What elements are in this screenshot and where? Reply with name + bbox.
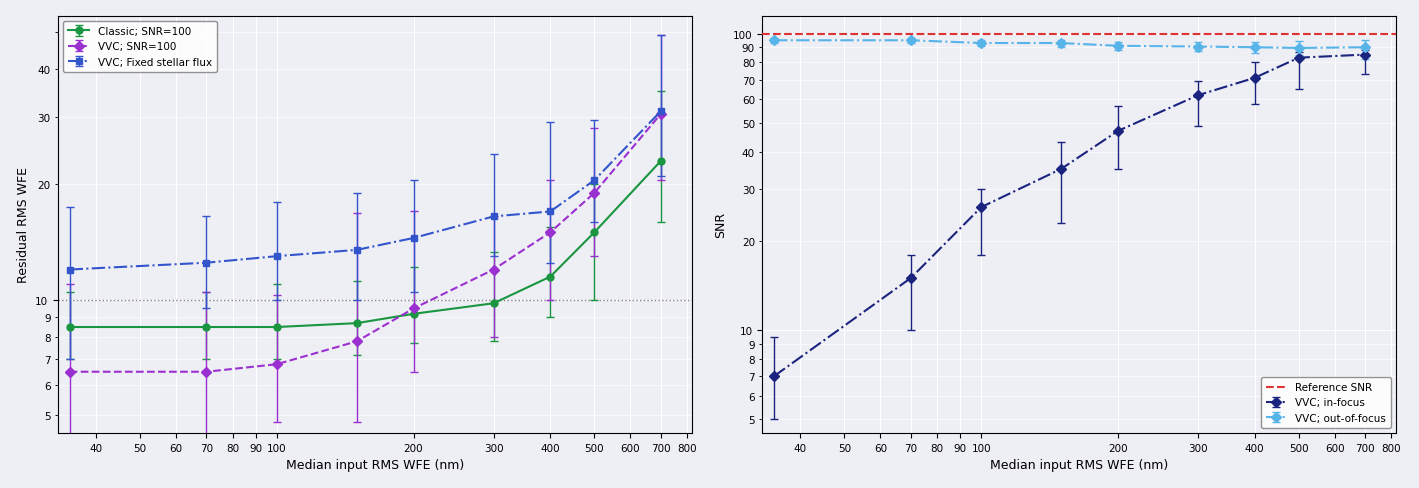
Legend: Classic; SNR=100, VVC; SNR=100, VVC; Fixed stellar flux: Classic; SNR=100, VVC; SNR=100, VVC; Fix… [64, 22, 217, 73]
Legend: Reference SNR, VVC; in-focus, VVC; out-of-focus: Reference SNR, VVC; in-focus, VVC; out-o… [1260, 377, 1391, 428]
Y-axis label: SNR: SNR [715, 212, 728, 238]
X-axis label: Median input RMS WFE (nm): Median input RMS WFE (nm) [990, 458, 1169, 471]
Reference SNR [64, 32, 81, 38]
X-axis label: Median input RMS WFE (nm): Median input RMS WFE (nm) [285, 458, 464, 471]
Y-axis label: Residual RMS WFE: Residual RMS WFE [17, 167, 30, 283]
